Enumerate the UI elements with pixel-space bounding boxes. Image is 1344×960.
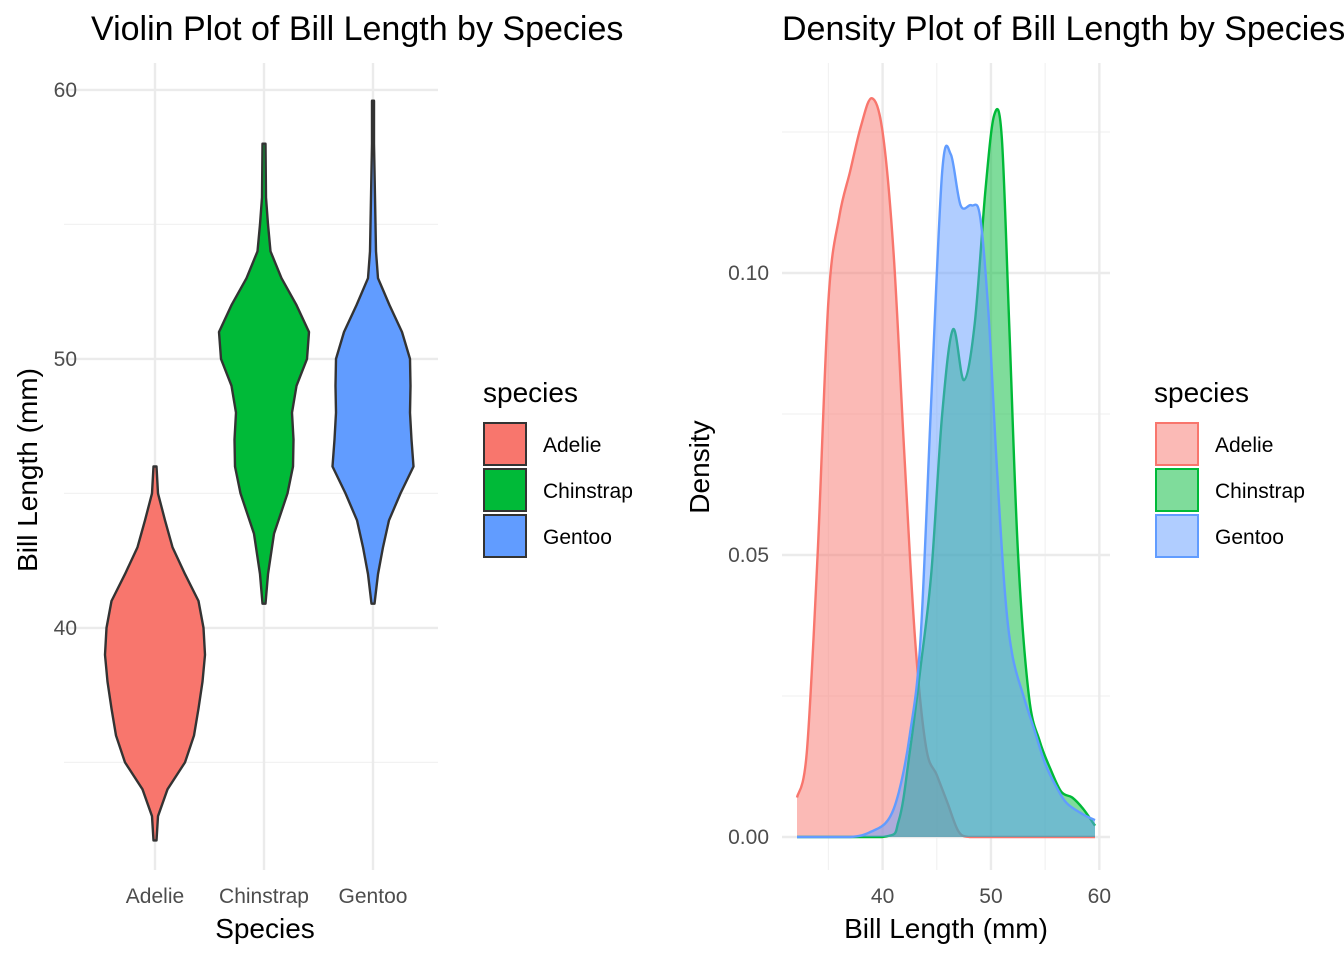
- violin-shapes: [103, 99, 415, 842]
- violin-x-tick-label: Gentoo: [339, 885, 408, 908]
- violin-x-axis-title: Species: [215, 913, 315, 944]
- density-title: Density Plot of Bill Length by Species: [782, 10, 1344, 48]
- violin-legend: species Adelie Chinstrap Gentoo: [483, 377, 633, 558]
- density-x-axis-title: Bill Length (mm): [844, 913, 1048, 944]
- density-area-adelie: [797, 98, 1095, 837]
- density-y-axis-title: Density: [684, 420, 715, 513]
- density-legend-key-adelie: [1155, 422, 1199, 466]
- density-x-tick-label: 40: [871, 885, 894, 908]
- density-line-gentoo: [797, 144, 1096, 839]
- density-y-tick-label: 0.00: [728, 826, 769, 849]
- density-areas: [795, 97, 1096, 839]
- violin-y-tick-labels: 40 50 60: [54, 79, 77, 640]
- violin-legend-key-chinstrap: [483, 468, 527, 512]
- violin-legend-key-gentoo: [483, 514, 527, 558]
- violin-title: Violin Plot of Bill Length by Species: [91, 10, 623, 48]
- density-x-tick-labels: 40 50 60: [871, 885, 1111, 908]
- violin-x-tick-label: Adelie: [126, 885, 184, 908]
- density-legend-title: species: [1154, 377, 1249, 408]
- violin-x-tick-label: Chinstrap: [219, 885, 309, 908]
- violin-legend-label-chinstrap: Chinstrap: [543, 480, 633, 503]
- density-panel: Density Plot of Bill Length by Species 0…: [684, 10, 1344, 944]
- violin-y-tick-label: 50: [54, 348, 77, 371]
- violin-legend-key-adelie: [483, 422, 527, 466]
- density-legend: species Adelie Chinstrap Gentoo: [1154, 377, 1305, 558]
- violin-y-axis-title: Bill Length (mm): [12, 368, 43, 572]
- density-legend-key-gentoo: [1155, 514, 1199, 558]
- violin-x-tick-labels: Adelie Chinstrap Gentoo: [126, 885, 408, 908]
- violin-y-tick-label: 40: [54, 617, 77, 640]
- violin-adelie: [103, 465, 207, 842]
- density-x-tick-label: 50: [979, 885, 1002, 908]
- violin-panel: Violin Plot of Bill Length by Species 40…: [12, 10, 633, 944]
- density-y-tick-label: 0.05: [728, 544, 769, 567]
- density-legend-label-gentoo: Gentoo: [1215, 526, 1284, 549]
- density-legend-label-adelie: Adelie: [1215, 434, 1273, 457]
- violin-legend-label-adelie: Adelie: [543, 434, 601, 457]
- violin-legend-title: species: [483, 377, 578, 408]
- density-legend-key-chinstrap: [1155, 468, 1199, 512]
- violin-legend-label-gentoo: Gentoo: [543, 526, 612, 549]
- violin-y-tick-label: 60: [54, 79, 77, 102]
- violin-chinstrap: [217, 142, 311, 605]
- density-legend-label-chinstrap: Chinstrap: [1215, 480, 1305, 503]
- density-y-tick-labels: 0.00 0.05 0.10: [728, 262, 769, 849]
- density-x-tick-label: 60: [1088, 885, 1111, 908]
- violin-gentoo: [331, 99, 415, 605]
- density-area-gentoo: [797, 145, 1095, 837]
- density-y-tick-label: 0.10: [728, 262, 769, 285]
